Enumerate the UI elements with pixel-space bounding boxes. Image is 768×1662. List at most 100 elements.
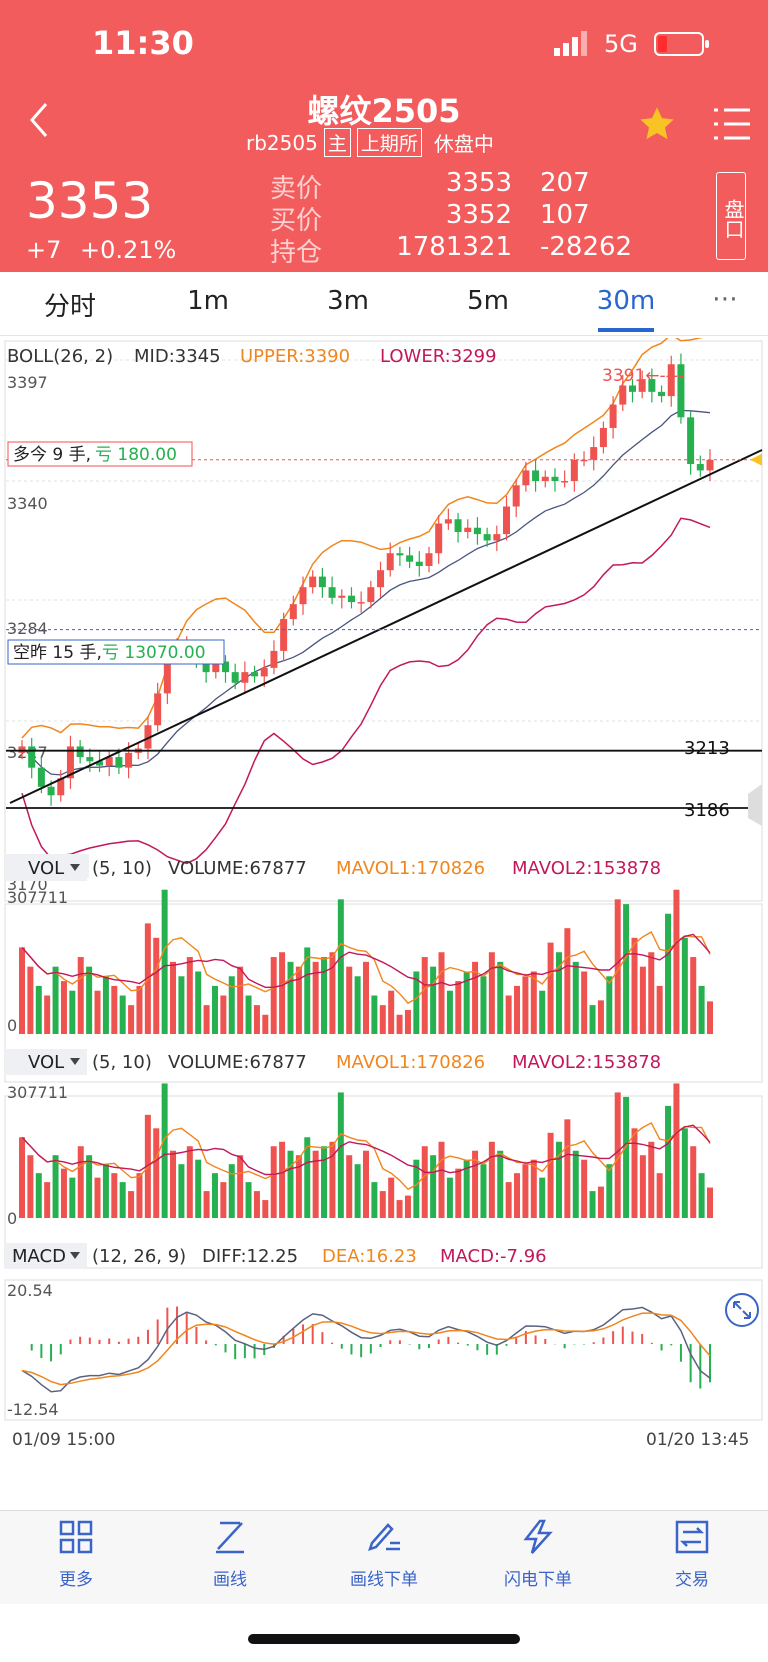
- volume-bar: [421, 1146, 428, 1218]
- volume-bar: [253, 1005, 260, 1034]
- volume-bar: [262, 1200, 269, 1218]
- toolbar-trade-button[interactable]: 交易: [632, 1519, 752, 1590]
- toolbar-draw-order-button[interactable]: 画线下单: [324, 1519, 444, 1590]
- candle-body: [570, 459, 578, 482]
- market-state: 休盘中: [433, 132, 494, 156]
- candle-body: [115, 757, 123, 768]
- volume-bar: [86, 1155, 93, 1218]
- mavol2-line: [21, 933, 711, 988]
- candle-body: [347, 595, 355, 603]
- volume-bar: [438, 952, 445, 1034]
- candle-body: [687, 417, 695, 465]
- instrument-title: 螺纹2505: [307, 92, 461, 130]
- volume-bar: [203, 1191, 210, 1218]
- tab-5m[interactable]: 5m: [467, 286, 509, 316]
- candle-body: [435, 523, 443, 554]
- volume-bar: [581, 1159, 588, 1218]
- price-panel-frame: [4, 340, 763, 902]
- volume-bar: [404, 1009, 411, 1034]
- volume-bar: [44, 995, 51, 1034]
- candle-body: [628, 385, 636, 392]
- volume-bar: [597, 1186, 604, 1218]
- tab-1m[interactable]: 1m: [187, 286, 229, 316]
- expand-icon[interactable]: [725, 1293, 759, 1327]
- candle-body: [270, 650, 278, 668]
- tab-intraday[interactable]: 分时: [43, 292, 96, 322]
- volume-bar: [413, 971, 420, 1034]
- order-book-label: 盘口: [721, 199, 745, 239]
- candle-body: [367, 587, 375, 603]
- quote-row: 买价 3352 107: [270, 200, 650, 236]
- volume-bar: [270, 1146, 277, 1218]
- volume-bar: [463, 971, 470, 1034]
- volume-bar: [94, 1177, 101, 1218]
- vol-mavol2: MAVOL2:153878: [512, 1052, 661, 1073]
- volume-bar: [421, 957, 428, 1034]
- star-icon[interactable]: [636, 104, 678, 148]
- volume-bar: [379, 1005, 386, 1034]
- volume-bar: [128, 1191, 135, 1218]
- volume-bar: [505, 1182, 512, 1218]
- volume-bar: [19, 947, 25, 1034]
- volume-bar: [564, 928, 571, 1034]
- volume-bar: [102, 1164, 109, 1218]
- volume-bar: [480, 1164, 487, 1218]
- candle-body: [144, 725, 152, 749]
- trend-line: [9, 449, 763, 804]
- vol-mavol1: MAVOL1:170826: [336, 858, 485, 879]
- volume-bar: [413, 1159, 420, 1218]
- volume-bar: [161, 1083, 168, 1218]
- volume-bar: [639, 966, 646, 1034]
- back-icon[interactable]: [24, 100, 54, 144]
- long-position-box[interactable]: [7, 441, 193, 467]
- volume-bar: [698, 1173, 705, 1218]
- volume-bar: [329, 952, 336, 1034]
- pen-icon: [216, 1521, 244, 1554]
- tab-indicator: [598, 328, 654, 332]
- volume-bar: [337, 899, 344, 1034]
- order-book-button[interactable]: 盘口: [716, 172, 746, 260]
- battery-icon: [654, 32, 710, 60]
- quote-label: 持仓: [270, 238, 323, 268]
- scroll-handle[interactable]: [748, 784, 762, 826]
- volume-bar: [648, 952, 655, 1034]
- short-position-box[interactable]: [7, 639, 225, 665]
- kline-chart[interactable]: BOLL(26, 2) MID:3345 UPPER:3390 LOWER:32…: [0, 338, 768, 1510]
- candle-body: [154, 693, 162, 726]
- macd-max: 20.54: [7, 1281, 53, 1300]
- candle-body: [444, 519, 452, 524]
- network-label: 5G: [604, 30, 638, 58]
- vol-zero: 0: [7, 1209, 17, 1228]
- candle-body: [357, 602, 365, 604]
- toolbar-more-button[interactable]: 更多: [16, 1519, 136, 1590]
- toolbar-draw-button[interactable]: 画线: [170, 1519, 290, 1590]
- more-periods-icon[interactable]: ⋯: [712, 284, 738, 314]
- volume-bar: [572, 1150, 579, 1218]
- signal-icon: [552, 30, 592, 60]
- volume-bar: [354, 1164, 361, 1218]
- last-price: 3353: [26, 172, 154, 230]
- menu-icon[interactable]: [712, 106, 752, 146]
- volume-bar: [211, 1173, 218, 1218]
- tab-3m[interactable]: 3m: [327, 286, 369, 316]
- toolbar-flash-order-button[interactable]: 闪电下单: [478, 1519, 598, 1590]
- bottom-toolbar: 更多 画线 画线下单 闪电下单 交易: [0, 1510, 768, 1604]
- candle-body: [289, 604, 297, 620]
- vol-params: (5, 10): [92, 1052, 152, 1073]
- candle-body: [57, 778, 65, 796]
- candle-body: [76, 746, 84, 758]
- volume-bar: [153, 1128, 160, 1218]
- volume-bar: [77, 1146, 84, 1218]
- volume-bar: [128, 1005, 135, 1034]
- volume-bar: [430, 966, 437, 1034]
- volume-bar: [522, 976, 529, 1034]
- volume-bar: [228, 1164, 235, 1218]
- volume-bar: [52, 966, 59, 1034]
- volume-bar: [665, 913, 672, 1034]
- pen-order-icon: [368, 1523, 400, 1551]
- volume-bar: [555, 1141, 562, 1218]
- tab-30m[interactable]: 30m: [596, 286, 656, 316]
- volume-bar: [237, 1155, 244, 1218]
- level-label: 3213: [684, 738, 730, 759]
- volume-bar: [631, 937, 638, 1034]
